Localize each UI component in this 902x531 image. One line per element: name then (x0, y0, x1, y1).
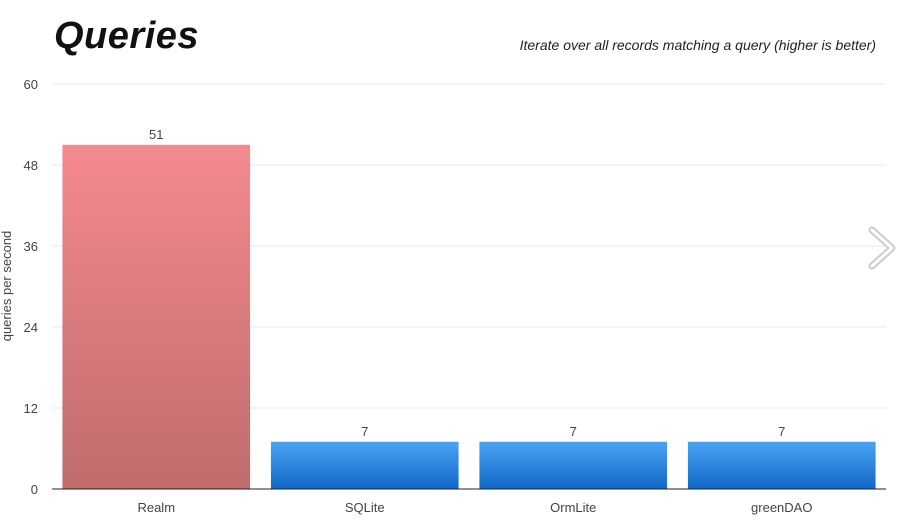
x-tick-label-sqlite: SQLite (345, 500, 385, 515)
y-tick-label: 48 (24, 158, 38, 173)
y-tick-label: 36 (24, 239, 38, 254)
chart-subtitle: Iterate over all records matching a quer… (519, 37, 876, 53)
bar-ormlite (479, 441, 668, 489)
y-tick-label: 60 (24, 77, 38, 92)
bar-greendao (687, 441, 876, 489)
y-tick-label: 12 (24, 401, 38, 416)
x-tick-label-ormlite: OrmLite (550, 500, 596, 515)
bar-realm (62, 144, 251, 489)
y-axis-ticks: 0 12 24 36 48 60 (24, 77, 38, 497)
data-label-greendao: 7 (778, 424, 785, 439)
data-label-ormlite: 7 (570, 424, 577, 439)
y-tick-label: 24 (24, 320, 38, 335)
data-labels: 51 7 7 7 (149, 127, 785, 439)
x-tick-label-greendao: greenDAO (751, 500, 812, 515)
bars (62, 144, 876, 489)
chevron-right-icon (868, 226, 896, 270)
data-label-sqlite: 7 (361, 424, 368, 439)
y-tick-label: 0 (31, 482, 38, 497)
y-axis-title: queries per second (0, 231, 14, 342)
x-axis-ticks: Realm SQLite OrmLite greenDAO (137, 500, 812, 515)
x-tick-label-realm: Realm (137, 500, 175, 515)
bar-sqlite (270, 441, 459, 489)
data-label-realm: 51 (149, 127, 163, 142)
next-slide-button[interactable] (862, 224, 902, 272)
chart-title: Queries (54, 15, 200, 57)
